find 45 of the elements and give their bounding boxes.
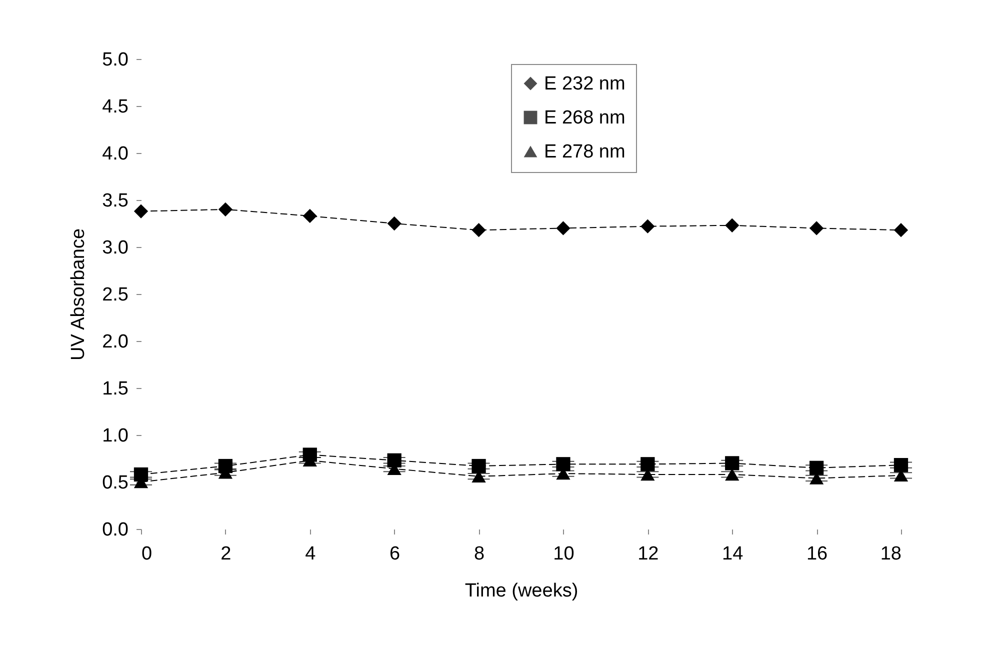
point: [556, 221, 570, 236]
legend-label: E 268 nm: [544, 108, 626, 128]
y-tick-label: 0.5: [102, 472, 128, 494]
y-tick-label: 1.5: [102, 378, 128, 400]
x-tick-label: 0: [142, 544, 152, 564]
point: [134, 467, 148, 482]
y-tick-label: 2.0: [102, 332, 128, 352]
point: [809, 221, 824, 236]
point: [472, 458, 486, 474]
x-tick-label: 16: [806, 544, 828, 564]
legend-label: E 232 nm: [544, 74, 626, 94]
point: [302, 208, 317, 224]
x-tick-label: 10: [553, 544, 574, 564]
point: [134, 204, 148, 218]
y-tick-label: 5.0: [102, 50, 128, 70]
point: [640, 457, 655, 472]
y-axis-title: UV Absorbance: [68, 228, 90, 361]
point: [809, 460, 824, 475]
point: [894, 223, 908, 238]
x-tick-label: 18: [880, 544, 902, 564]
point: [894, 458, 908, 472]
legend-label: E 278 nm: [544, 142, 626, 162]
point: [556, 457, 570, 472]
point: [387, 453, 402, 468]
y-tick-label: 4.5: [102, 96, 128, 118]
x-tick-label: 2: [220, 544, 232, 564]
point: [387, 216, 402, 231]
point: [472, 223, 486, 238]
y-tick-label: 1.0: [102, 426, 128, 446]
y-tick-label: 3.0: [102, 238, 128, 258]
y-tick-label: 3.5: [102, 190, 128, 212]
point: [218, 202, 233, 216]
y-tick-label: 0.0: [102, 520, 128, 540]
x-tick-label: 6: [390, 544, 400, 564]
x-axis-title: Time (weeks): [464, 580, 578, 602]
x-tick-label: 8: [474, 544, 485, 564]
x-tick-label: 14: [722, 544, 744, 564]
point: [725, 218, 740, 232]
point: [725, 456, 740, 470]
point: [640, 219, 655, 234]
y-tick-label: 2.5: [102, 284, 128, 306]
point: [725, 468, 740, 481]
x-tick-label: 12: [638, 544, 659, 564]
y-tick-label: 4.0: [102, 144, 128, 164]
x-tick-label: 4: [305, 544, 316, 564]
